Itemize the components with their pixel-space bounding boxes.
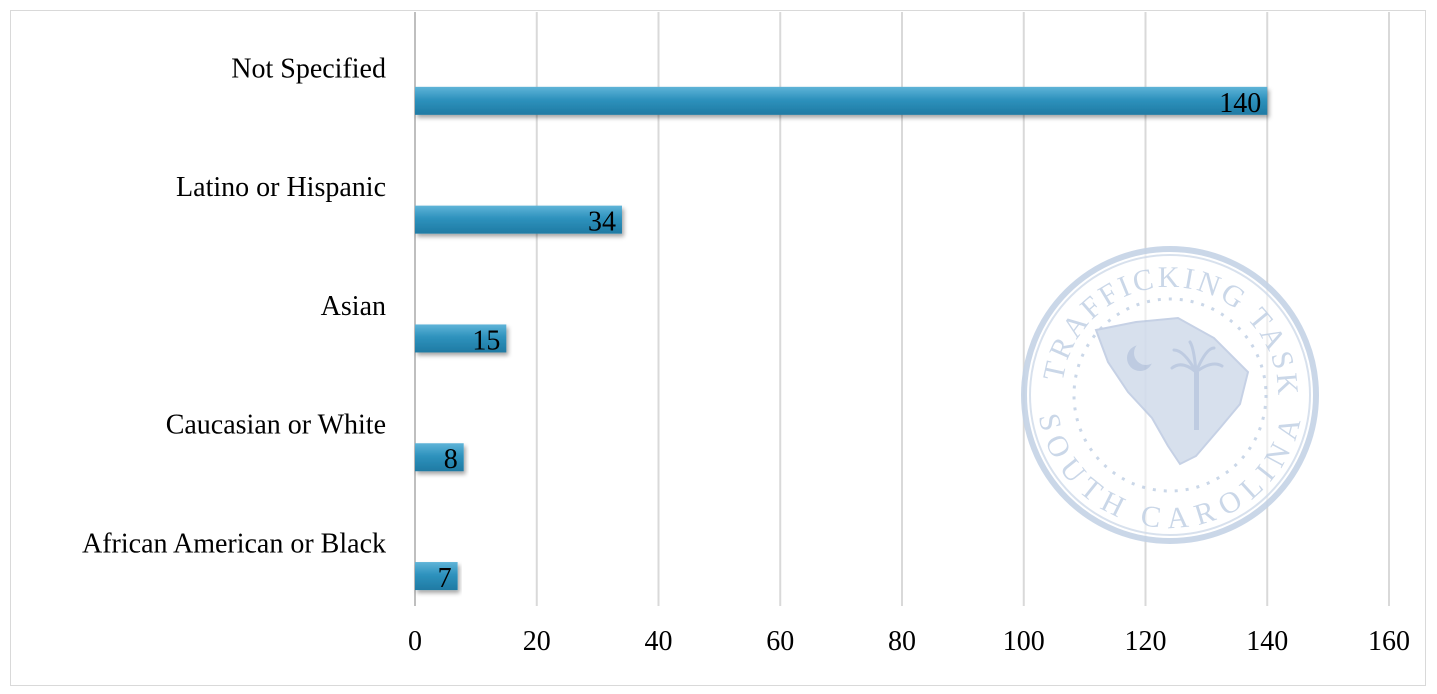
x-tick-label: 80 xyxy=(888,626,916,657)
bar xyxy=(415,205,622,234)
data-label: 15 xyxy=(472,325,500,356)
bar xyxy=(415,443,464,472)
bar xyxy=(415,86,1268,115)
x-tick-label: 20 xyxy=(523,626,551,657)
x-tick-label: 40 xyxy=(645,626,673,657)
category-label: Latino or Hispanic xyxy=(176,172,386,203)
category-label: Not Specified xyxy=(231,53,386,84)
category-label: Asian xyxy=(321,291,386,322)
bar xyxy=(415,562,458,591)
x-tick-label: 60 xyxy=(766,626,794,657)
labels: 0 20 40 60 80 100 120 140 160 Not Specified 140 Lat… xyxy=(82,53,1410,657)
data-label: 140 xyxy=(1219,88,1261,119)
data-label: 8 xyxy=(444,444,458,475)
x-tick-label: 0 xyxy=(408,626,422,657)
data-label: 34 xyxy=(588,207,616,238)
bars xyxy=(415,86,1268,591)
x-tick-label: 140 xyxy=(1246,626,1288,657)
category-label: African American or Black xyxy=(82,529,386,560)
x-tick-label: 160 xyxy=(1368,626,1410,657)
x-tick-label: 120 xyxy=(1125,626,1167,657)
bar xyxy=(415,324,507,353)
data-label: 7 xyxy=(438,563,452,594)
x-tick-label: 100 xyxy=(1003,626,1045,657)
category-label: Caucasian or White xyxy=(166,410,386,441)
